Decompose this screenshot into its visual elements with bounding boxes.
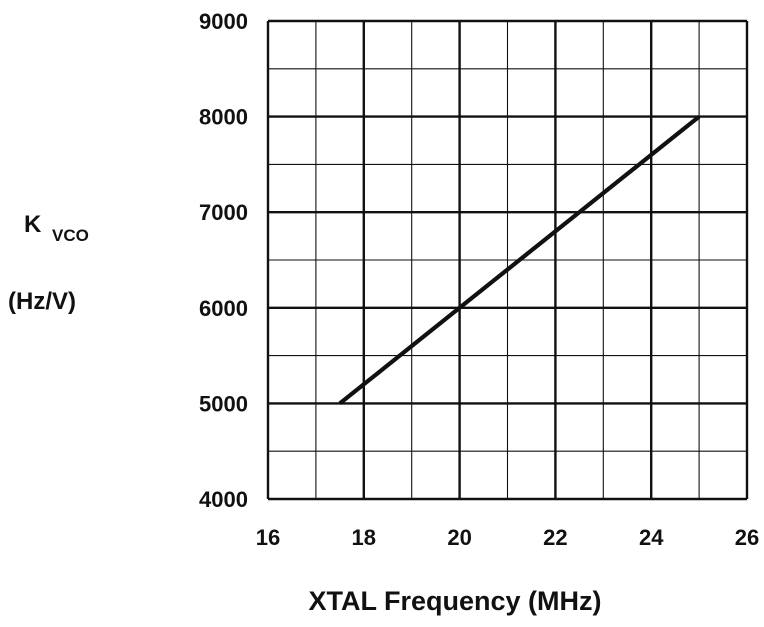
minor-gridlines — [268, 21, 747, 499]
y-axis-label-main: K — [24, 211, 42, 238]
y-tick-label: 7000 — [199, 200, 248, 225]
y-tick-label: 6000 — [199, 296, 248, 321]
y-axis-label-units: (Hz/V) — [8, 288, 76, 315]
series-layer — [338, 114, 701, 406]
kvco-series-line — [338, 114, 701, 406]
x-tick-label: 22 — [543, 525, 567, 550]
y-axis-label-sub: VCO — [52, 226, 89, 245]
x-tick-label: 26 — [735, 525, 759, 550]
y-tick-label: 4000 — [199, 487, 248, 512]
x-axis-label: XTAL Frequency (MHz) — [308, 586, 601, 616]
y-tick-label: 5000 — [199, 391, 248, 416]
x-tick-label: 20 — [447, 525, 471, 550]
x-tick-labels: 16 18 20 22 24 26 — [256, 525, 759, 550]
x-tick-label: 24 — [639, 525, 664, 550]
y-tick-labels: 4000 5000 6000 7000 8000 9000 — [199, 9, 248, 512]
y-tick-label: 9000 — [199, 9, 248, 34]
major-gridlines — [266, 19, 749, 501]
y-tick-label: 8000 — [199, 105, 248, 130]
x-tick-label: 16 — [256, 525, 280, 550]
x-tick-label: 18 — [352, 525, 376, 550]
